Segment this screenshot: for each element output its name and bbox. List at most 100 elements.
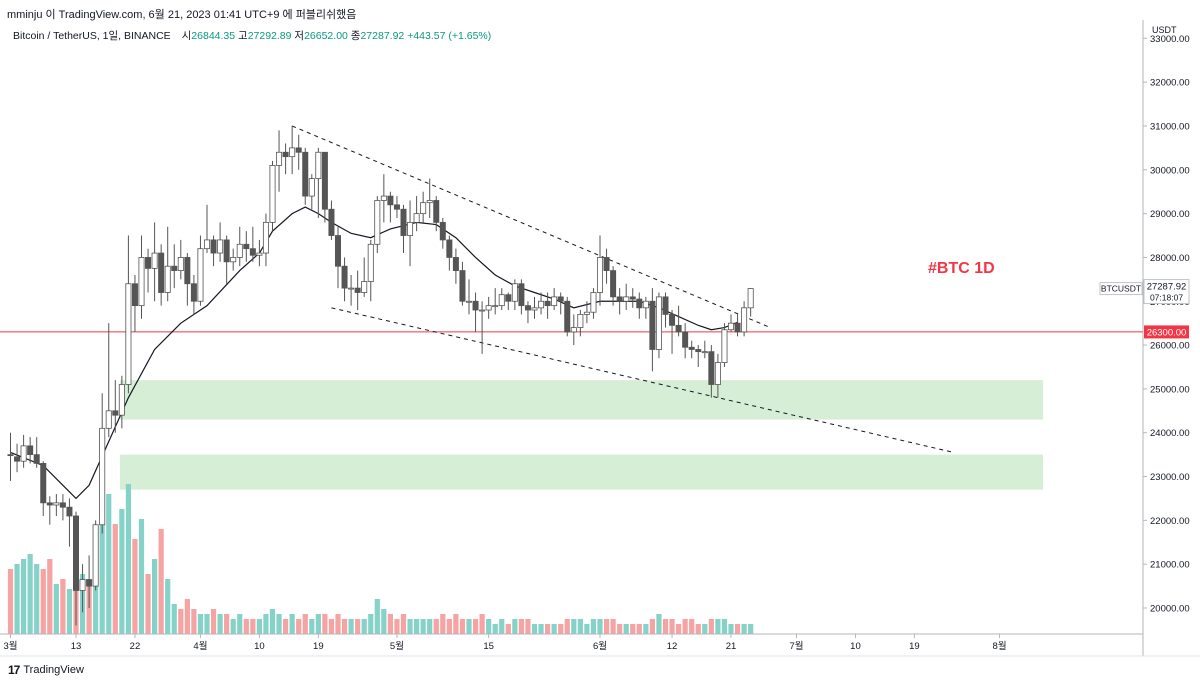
candle[interactable] xyxy=(256,239,263,267)
candle[interactable] xyxy=(348,274,355,306)
candle[interactable] xyxy=(315,147,322,219)
candle[interactable] xyxy=(105,323,112,438)
candle[interactable] xyxy=(367,239,374,302)
candle[interactable] xyxy=(597,235,604,306)
candle[interactable] xyxy=(564,296,571,337)
candle[interactable] xyxy=(492,288,499,315)
candle[interactable] xyxy=(734,314,741,337)
candle[interactable] xyxy=(498,288,505,311)
candle[interactable] xyxy=(171,244,178,289)
candle[interactable] xyxy=(714,353,721,398)
candle[interactable] xyxy=(223,235,230,284)
candle[interactable] xyxy=(190,274,197,315)
candle[interactable] xyxy=(138,235,145,319)
candle[interactable] xyxy=(184,253,191,306)
candle[interactable] xyxy=(551,288,558,311)
candle[interactable] xyxy=(33,437,40,468)
candle[interactable] xyxy=(413,196,420,232)
candle[interactable] xyxy=(479,301,486,354)
candle[interactable] xyxy=(92,520,99,591)
candle[interactable] xyxy=(243,231,250,262)
candle[interactable] xyxy=(354,270,361,311)
candle[interactable] xyxy=(27,437,34,464)
candle[interactable] xyxy=(125,235,132,394)
candle[interactable] xyxy=(302,147,309,205)
candle[interactable] xyxy=(217,222,224,262)
candle[interactable] xyxy=(289,125,296,175)
candle[interactable] xyxy=(151,222,158,302)
candle[interactable] xyxy=(557,292,564,315)
candle[interactable] xyxy=(649,288,656,372)
candle[interactable] xyxy=(518,279,525,315)
candle[interactable] xyxy=(544,292,551,319)
candle[interactable] xyxy=(145,248,152,293)
candle[interactable] xyxy=(203,204,210,254)
candle[interactable] xyxy=(53,494,60,516)
candle[interactable] xyxy=(747,288,754,317)
candle[interactable] xyxy=(452,248,459,284)
candle[interactable] xyxy=(669,310,676,354)
candle[interactable] xyxy=(86,555,93,608)
candle[interactable] xyxy=(459,261,466,306)
candle[interactable] xyxy=(439,218,446,249)
candle[interactable] xyxy=(400,204,407,254)
candle[interactable] xyxy=(741,301,748,337)
candle[interactable] xyxy=(538,292,545,315)
candle[interactable] xyxy=(511,279,518,311)
candle[interactable] xyxy=(728,314,735,332)
candle[interactable] xyxy=(701,340,708,359)
candle[interactable] xyxy=(433,196,440,232)
candle[interactable] xyxy=(472,292,479,332)
candle[interactable] xyxy=(334,226,341,289)
candle[interactable] xyxy=(380,174,387,223)
candle[interactable] xyxy=(99,393,106,534)
candle[interactable] xyxy=(655,292,662,359)
candle[interactable] xyxy=(524,301,531,324)
candle[interactable] xyxy=(374,196,381,254)
candle[interactable] xyxy=(662,292,669,328)
candle[interactable] xyxy=(583,301,590,324)
candle[interactable] xyxy=(636,292,643,319)
candle[interactable] xyxy=(610,266,617,306)
candle[interactable] xyxy=(505,292,512,311)
candle[interactable] xyxy=(262,213,269,267)
candle[interactable] xyxy=(616,288,623,315)
candle[interactable] xyxy=(577,310,584,337)
candle[interactable] xyxy=(249,226,256,262)
candle[interactable] xyxy=(282,143,289,175)
candle[interactable] xyxy=(465,279,472,315)
candle[interactable] xyxy=(118,375,125,429)
candle[interactable] xyxy=(485,296,492,319)
candle[interactable] xyxy=(570,314,577,346)
candle[interactable] xyxy=(236,226,243,267)
candle[interactable] xyxy=(341,257,348,302)
candle[interactable] xyxy=(73,511,80,626)
channel-line-upper[interactable] xyxy=(291,125,771,329)
candle[interactable] xyxy=(420,191,427,223)
candle[interactable] xyxy=(210,235,217,267)
candle[interactable] xyxy=(387,191,394,223)
candle[interactable] xyxy=(361,257,368,297)
candle[interactable] xyxy=(197,235,204,306)
candle[interactable] xyxy=(7,432,14,481)
candle[interactable] xyxy=(177,239,184,280)
candle[interactable] xyxy=(688,340,695,359)
candle[interactable] xyxy=(603,248,610,284)
candle[interactable] xyxy=(276,130,283,192)
candle[interactable] xyxy=(46,496,53,525)
candle[interactable] xyxy=(629,288,636,308)
candle[interactable] xyxy=(230,248,237,271)
candle[interactable] xyxy=(164,226,171,302)
candle[interactable] xyxy=(642,296,649,319)
candle[interactable] xyxy=(295,134,302,170)
candle[interactable] xyxy=(407,200,414,267)
candle[interactable] xyxy=(66,498,73,547)
candle[interactable] xyxy=(623,283,630,311)
candle[interactable] xyxy=(328,200,335,240)
candle[interactable] xyxy=(112,380,119,433)
candle[interactable] xyxy=(721,323,728,367)
candle[interactable] xyxy=(393,196,400,219)
candle[interactable] xyxy=(682,323,689,359)
candle[interactable] xyxy=(158,244,165,306)
candle[interactable] xyxy=(321,151,328,223)
